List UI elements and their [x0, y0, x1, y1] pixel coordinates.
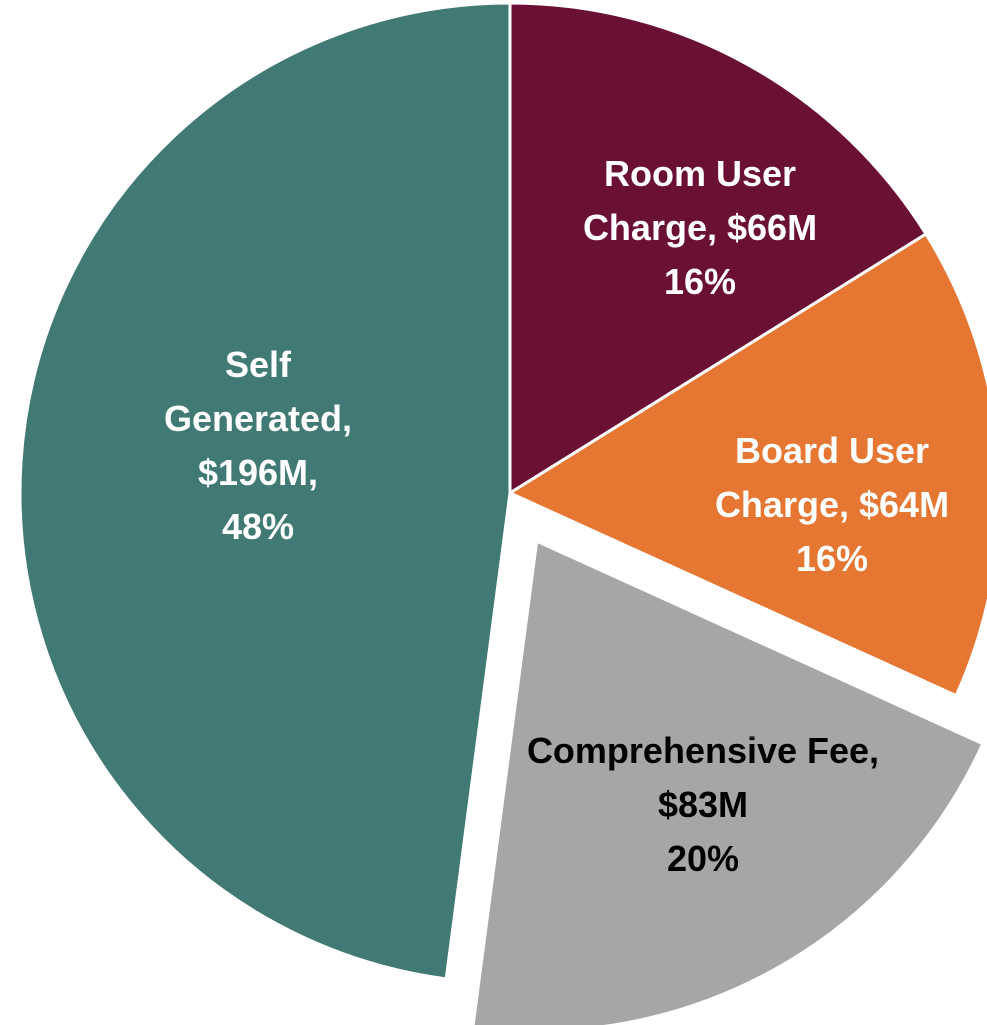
- category-label: Room User Charge,: [582, 153, 797, 248]
- percent-label: 16%: [663, 261, 737, 302]
- percent-label: 20%: [666, 838, 740, 879]
- value-label: $83M: [657, 784, 749, 825]
- slice-label: Comprehensive Fee, $83M 20%: [513, 724, 893, 886]
- pie-slice: [471, 538, 985, 1025]
- category-label: Board User Charge,: [714, 430, 930, 525]
- percent-label: 48%: [221, 506, 295, 547]
- value-label: $196M,: [197, 452, 319, 493]
- category-label: Self Generated,: [163, 344, 353, 439]
- category-label: Comprehensive Fee,: [526, 730, 880, 771]
- pie-slice: [508, 1, 929, 496]
- pie-slice: [18, 1, 512, 981]
- pie-slice: [506, 231, 987, 698]
- value-label: $66M: [727, 207, 818, 248]
- slice-label: Room User Charge, $66M 16%: [535, 147, 865, 309]
- percent-label: 16%: [795, 538, 869, 579]
- value-label: $64M: [859, 484, 950, 525]
- slice-label: Self Generated, $196M, 48%: [151, 338, 366, 554]
- slice-label: Board User Charge, $64M 16%: [667, 424, 987, 586]
